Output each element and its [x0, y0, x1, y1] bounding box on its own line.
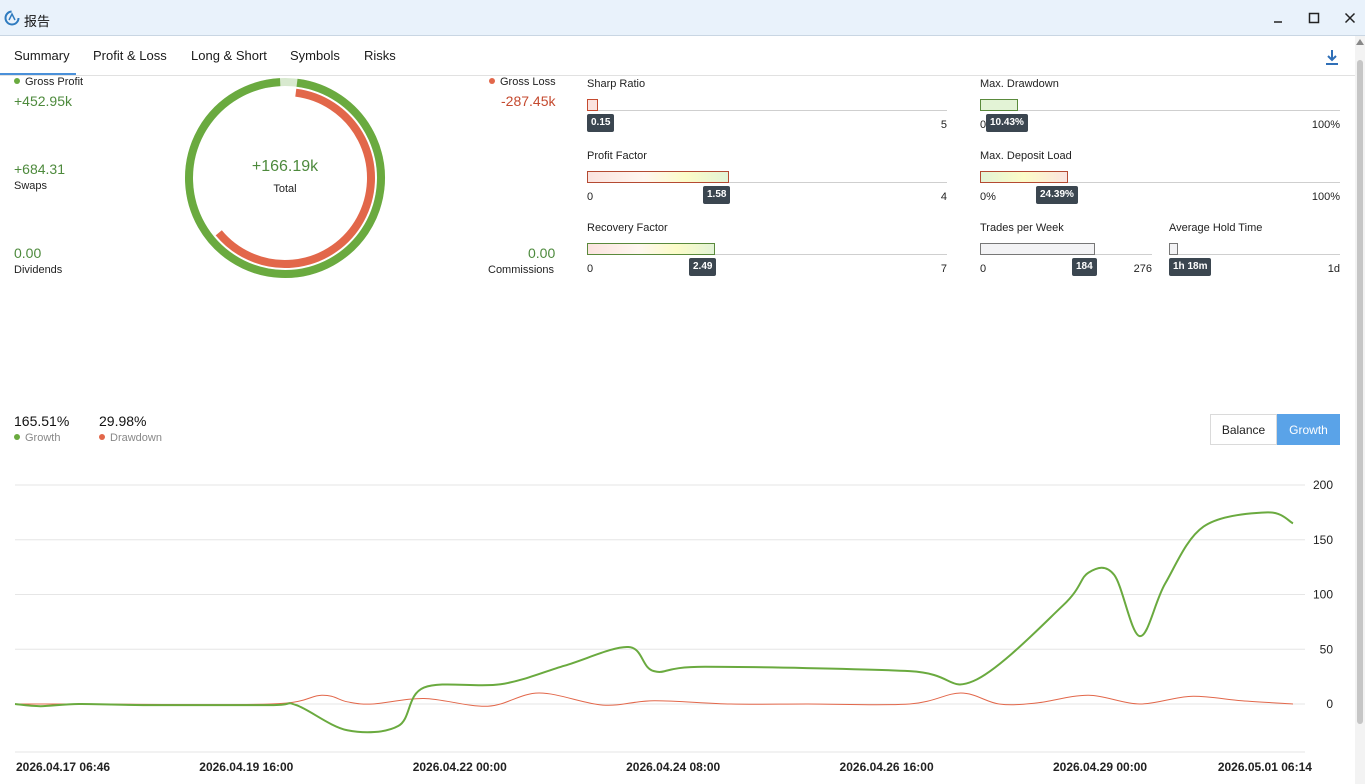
x-tick-label: 2026.04.24 08:00	[626, 760, 720, 774]
tab-profit-loss[interactable]: Profit & Loss	[93, 48, 167, 63]
title-bar: 报告	[0, 0, 1365, 36]
drawdown-legend: Drawdown	[99, 432, 162, 444]
recovery-factor-max: 7	[940, 263, 947, 275]
profit-loss-donut	[185, 78, 385, 278]
gross-loss-label: Gross Loss	[489, 76, 556, 88]
growth-toggle-button[interactable]: Growth	[1277, 414, 1340, 445]
dividends-value: 0.00	[14, 245, 42, 261]
scroll-up-icon[interactable]	[1356, 39, 1364, 45]
x-tick-label: 2026.04.17 06:46	[16, 760, 110, 774]
sharp-ratio-label: Sharp Ratio	[587, 78, 646, 90]
recovery-factor-min: 0	[587, 263, 594, 275]
sharp-ratio-max: 5	[940, 119, 947, 131]
max-deposit-load-label: Max. Deposit Load	[980, 150, 1072, 162]
average-hold-time-max: 1d	[1327, 263, 1340, 275]
minimize-button[interactable]	[1268, 8, 1288, 28]
max-deposit-load-min: 0%	[980, 191, 996, 203]
max-deposit-load-track	[980, 182, 1340, 183]
recovery-factor-value-tip: 2.49	[689, 258, 717, 276]
y-tick-label: 150	[1313, 533, 1333, 547]
profit-factor-min: 0	[587, 191, 594, 203]
maximize-icon	[1308, 12, 1320, 24]
y-tick-label: 200	[1313, 478, 1333, 492]
max-drawdown-value-tip: 10.43%	[986, 114, 1028, 132]
tab-symbols[interactable]: Symbols	[290, 48, 340, 63]
x-tick-label: 2026.05.01 06:14	[1218, 760, 1312, 774]
drawdown-series-line	[15, 692, 1294, 707]
total-value: +166.19k	[251, 158, 319, 175]
growth-value: 165.51%	[14, 413, 70, 429]
max-deposit-load-max: 100%	[1311, 191, 1340, 203]
profit-factor-track	[587, 182, 947, 183]
commissions-label: Commissions	[488, 264, 555, 276]
y-tick-label: 0	[1326, 697, 1333, 711]
dividends-label: Dividends	[14, 264, 63, 276]
average-hold-time-bar	[1169, 243, 1178, 255]
maximize-button[interactable]	[1304, 8, 1324, 28]
profit-factor-bar	[587, 171, 729, 183]
growth-chart: 200 150 100 50 0 2026.04.17 06:46 2026.04.19 1…	[14, 478, 1334, 774]
sharp-ratio-bar	[587, 99, 598, 111]
sharp-ratio-value-tip: 0.15	[587, 114, 615, 132]
drawdown-dot	[99, 434, 105, 440]
tab-risks[interactable]: Risks	[364, 48, 396, 63]
trades-per-week-label: Trades per Week	[980, 222, 1064, 234]
average-hold-time-value-tip: 1h 18m	[1169, 258, 1212, 276]
profit-factor-label: Profit Factor	[587, 150, 647, 162]
app-logo-icon	[4, 10, 20, 26]
growth-series-line	[14, 511, 1294, 734]
trades-per-week-max: 276	[1133, 263, 1152, 275]
close-icon	[1344, 12, 1356, 24]
y-tick-label: 100	[1313, 588, 1333, 602]
trades-per-week-bar	[980, 243, 1095, 255]
tab-long-short[interactable]: Long & Short	[191, 48, 267, 63]
gross-profit-label: Gross Profit	[14, 76, 83, 88]
report-tabs: Summary Profit & Loss Long & Short Symbo…	[0, 36, 1355, 76]
vertical-scrollbar[interactable]	[1355, 36, 1365, 784]
tab-summary[interactable]: Summary	[0, 48, 76, 75]
y-tick-label: 50	[1320, 642, 1334, 656]
trades-per-week-min: 0	[980, 263, 987, 275]
gross-profit-dot	[14, 78, 20, 84]
balance-toggle-button[interactable]: Balance	[1210, 414, 1277, 445]
commissions-value: 0.00	[528, 245, 556, 261]
gross-loss-value: -287.45k	[501, 93, 556, 109]
sharp-ratio-track	[587, 110, 947, 111]
x-tick-label: 2026.04.29 00:00	[1053, 760, 1147, 774]
close-button[interactable]	[1340, 8, 1360, 28]
x-tick-label: 2026.04.19 16:00	[199, 760, 293, 774]
scrollbar-thumb[interactable]	[1357, 60, 1363, 724]
donut-profit-arc	[185, 78, 385, 278]
x-tick-label: 2026.04.22 00:00	[413, 760, 507, 774]
x-tick-label: 2026.04.26 16:00	[840, 760, 934, 774]
max-drawdown-max: 100%	[1311, 119, 1340, 131]
average-hold-time-label: Average Hold Time	[1169, 222, 1263, 234]
recovery-factor-track	[587, 254, 947, 255]
swaps-value: +684.31	[14, 161, 65, 177]
donut-loss-arc	[215, 88, 375, 268]
gross-profit-value: +452.95k	[14, 93, 72, 109]
max-drawdown-label: Max. Drawdown	[980, 78, 1059, 90]
max-deposit-load-bar	[980, 171, 1068, 183]
max-drawdown-track	[980, 110, 1340, 111]
download-icon[interactable]	[1323, 48, 1341, 66]
drawdown-value: 29.98%	[99, 413, 147, 429]
gross-loss-dot	[489, 78, 495, 84]
recovery-factor-label: Recovery Factor	[587, 222, 668, 234]
growth-dot	[14, 434, 20, 440]
minimize-icon	[1274, 21, 1282, 23]
swaps-label: Swaps	[14, 180, 48, 192]
trades-per-week-value-tip: 184	[1072, 258, 1097, 276]
max-deposit-load-value-tip: 24.39%	[1036, 186, 1078, 204]
max-drawdown-bar	[980, 99, 1018, 111]
recovery-factor-bar	[587, 243, 715, 255]
growth-legend: Growth	[14, 432, 60, 444]
total-label: Total	[273, 183, 297, 195]
average-hold-time-track	[1169, 254, 1340, 255]
profit-factor-max: 4	[940, 191, 947, 203]
profit-factor-value-tip: 1.58	[703, 186, 731, 204]
window-title: 报告	[24, 14, 51, 29]
